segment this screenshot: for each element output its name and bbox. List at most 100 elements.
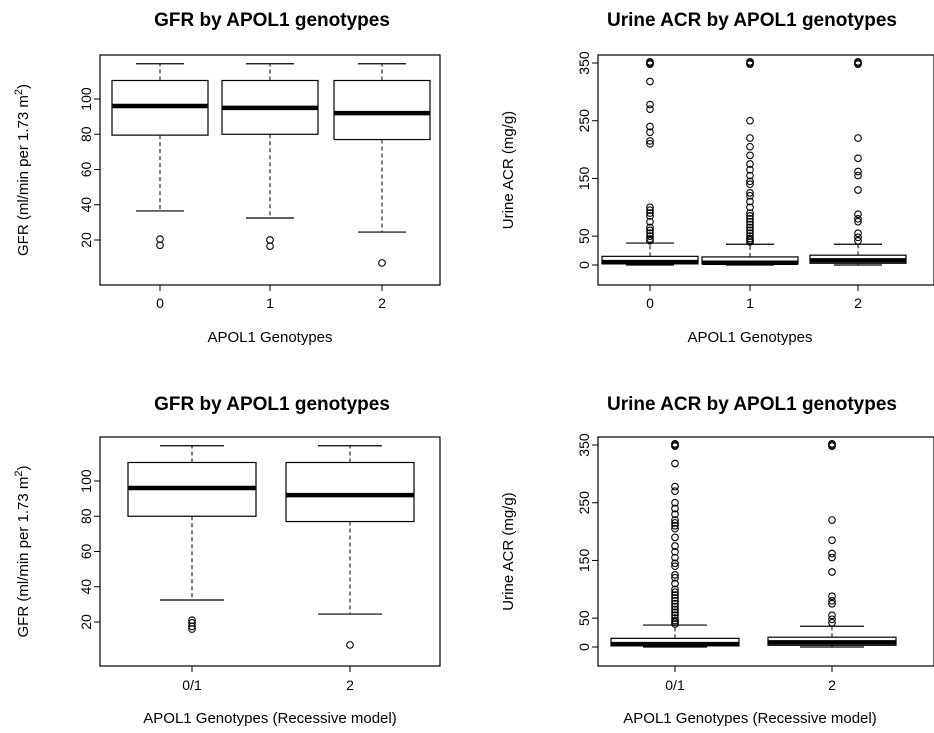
outlier-point [828,611,836,620]
outlier-point [646,77,654,86]
outlier-point [671,579,679,588]
outlier-point [854,167,862,176]
chart-panel-4: Urine ACR by APOL1 genotypes 0 50 150 250 350… [500,394,934,727]
x-axis-label: APOL1 Genotypes (Recessive model) [143,710,396,727]
plot-frame [597,54,934,286]
outlier-point [746,142,754,151]
outlier-point [746,212,754,220]
outlier-point [671,459,679,468]
outlier-point [646,100,654,109]
outlier-point [671,440,679,448]
y-axis-label-close: ) [15,84,32,89]
chart-panel-2: Urine ACR by APOL1 genotypes 0 50 150 250 350… [500,10,934,346]
y-tick-label: 100 [78,469,94,493]
outlier-point [671,547,679,556]
outlier-point [646,235,654,243]
y-tick-label: 250 [576,109,592,133]
box-2 [767,440,897,648]
outlier-point [671,510,679,519]
outlier-point [746,160,754,168]
chart-title: Urine ACR by APOL1 genotypes [607,10,897,31]
x-tick-label: 2 [828,677,836,693]
x-tick-label: 1 [746,295,754,311]
outlier-point [671,559,679,568]
outlier-point [671,594,679,602]
outlier-point [671,516,679,524]
box-0 [601,58,699,266]
y-tick-label: 20 [78,614,94,630]
outlier-point [671,599,679,608]
x-tick-label: 0/1 [182,677,202,693]
outlier-point [828,553,836,562]
y-axis-label: Urine ACR (mg/g) [500,111,517,229]
outlier-point [346,641,354,649]
outlier-point [828,440,836,448]
y-tick-label: 150 [576,549,592,573]
outlier-point [646,209,654,217]
outlier-point [828,618,836,627]
y-axis-label: Urine ACR (mg/g) [500,492,517,610]
outlier-point [646,58,654,66]
y-tick-label: 60 [78,162,94,178]
y-axis-label-text: GFR (ml/min per 1.73 m [15,477,32,638]
outlier-point [671,519,679,527]
box-1 [701,58,799,266]
chart-panel-3: GFR by APOL1 genotypes 20 40 60 80 100 GFR (ml… [13,394,441,727]
outlier-point [828,615,836,624]
plot-frame [597,436,934,667]
outlier-point [746,151,754,160]
outlier-point [746,189,754,197]
outlier-point [854,186,862,194]
chart-title: Urine ACR by APOL1 genotypes [607,394,897,415]
y-tick-label: 350 [576,433,592,457]
outlier-point [854,210,862,219]
outlier-point [266,242,274,251]
outlier-point [746,165,754,174]
y-tick-label: 350 [576,51,592,75]
outlier-point [646,212,654,220]
outlier-point [828,599,836,608]
outlier-point [746,234,754,243]
box-0/1 [610,440,740,648]
outlier-point [671,616,679,625]
y-tick-label: 80 [78,508,94,524]
outlier-point [854,171,862,180]
outlier-point [646,105,654,114]
outlier-point [854,233,862,242]
outlier-point [828,536,836,545]
outlier-point [746,223,754,232]
outlier-point [646,232,654,240]
y-tick-label: 250 [576,491,592,515]
outlier-point [646,206,654,215]
y-tick-label: 150 [576,167,592,191]
outlier-point [746,217,754,226]
outlier-point [156,241,164,250]
box-2 [285,445,415,649]
outlier-point [646,122,654,131]
y-axis-label: GFR (ml/min per 1.73 m2) [13,84,32,256]
outlier-point [646,226,654,235]
outlier-point [671,487,679,496]
outlier-point [188,625,196,633]
outlier-point [854,217,862,226]
outlier-point [671,608,679,617]
outlier-point [266,236,274,244]
outlier-point [828,516,836,524]
outlier-point [671,614,679,622]
y-tick-label: 40 [78,579,94,595]
outlier-point [854,58,862,66]
outlier-point [746,232,754,240]
iqr-box [285,461,415,523]
chart-title: GFR by APOL1 genotypes [154,10,390,31]
outlier-point [671,504,679,513]
outlier-point [746,134,754,142]
outlier-point [646,229,654,238]
y-tick-label: 80 [78,126,94,142]
box-0 [111,63,209,250]
y-axis-label: GFR (ml/min per 1.73 m2) [13,466,32,638]
outlier-point [828,568,836,576]
outlier-point [746,229,754,238]
y-tick-label: 100 [78,87,94,111]
outlier-point [671,585,679,594]
box-0/1 [127,445,257,633]
